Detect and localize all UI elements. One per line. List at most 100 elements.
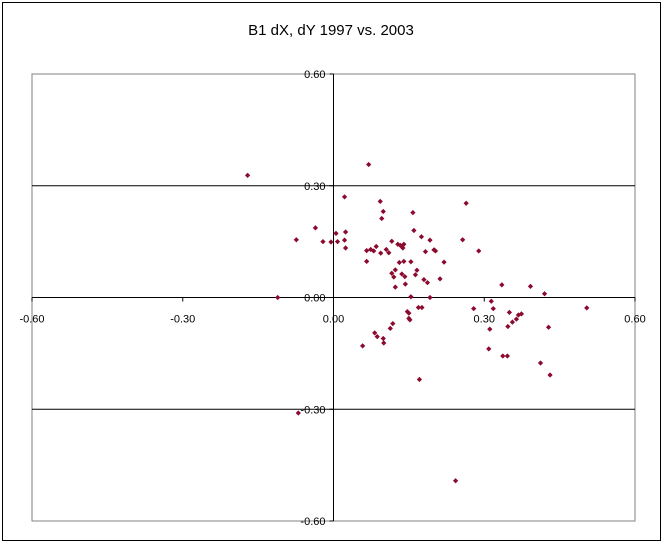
data-point: [378, 250, 384, 256]
data-point: [341, 237, 348, 243]
data-point: [387, 325, 393, 332]
data-point: [392, 267, 398, 273]
y-tick-label: -0.60: [300, 516, 325, 528]
data-point: [476, 248, 482, 254]
data-point: [411, 227, 417, 234]
y-tick-label: 0.60: [304, 69, 325, 81]
data-point: [333, 230, 339, 237]
data-point: [360, 343, 366, 349]
data-point: [342, 229, 349, 235]
data-point: [402, 274, 408, 280]
data-point: [419, 304, 425, 311]
data-point: [402, 281, 408, 287]
data-point: [518, 311, 525, 317]
data-point: [275, 294, 281, 301]
data-point: [400, 245, 406, 251]
data-point: [390, 320, 396, 327]
data-point: [386, 250, 392, 256]
data-point: [391, 274, 397, 280]
data-point: [401, 241, 407, 247]
data-point: [432, 248, 439, 254]
data-point: [421, 276, 427, 283]
data-point: [406, 310, 412, 316]
data-point: [408, 294, 414, 300]
data-point: [380, 335, 386, 342]
data-point: [295, 410, 301, 416]
data-point: [293, 237, 299, 243]
y-tick-label: 0.30: [304, 181, 325, 193]
data-point: [415, 304, 422, 311]
data-point: [328, 239, 334, 245]
data-point: [545, 324, 552, 330]
data-point: [541, 291, 548, 297]
data-point: [500, 353, 506, 359]
data-point: [488, 298, 494, 304]
y-tick-label: -0.30: [300, 404, 325, 416]
data-point: [312, 225, 319, 231]
axes: [31, 73, 636, 522]
data-point: [471, 306, 477, 312]
data-point: [389, 238, 395, 244]
data-point: [505, 323, 511, 330]
data-point: [364, 258, 370, 264]
data-point: [407, 317, 413, 323]
x-tick-label: 0.60: [624, 314, 645, 326]
data-point: [372, 330, 378, 336]
data-point: [527, 283, 534, 289]
tick-labels: -0.60 -0.30 0.00 0.30 0.60 0.60 0.30 0.00 -0.30 -…: [19, 69, 645, 528]
data-point: [427, 294, 433, 301]
data-point: [342, 245, 349, 251]
chart-title: B1 dX, dY 1997 vs. 2003: [248, 22, 414, 39]
data-point: [396, 259, 402, 266]
data-point: [463, 200, 469, 206]
data-point: [383, 246, 389, 253]
data-point: [410, 209, 416, 216]
data-point: [537, 360, 544, 366]
data-point: [499, 282, 505, 288]
data-point: [424, 279, 431, 286]
data-point: [506, 309, 512, 316]
data-point: [377, 198, 383, 205]
data-point: [379, 215, 385, 222]
data-point: [584, 305, 590, 311]
data-point: [381, 340, 387, 346]
data-point: [392, 284, 398, 290]
data-point: [414, 267, 420, 273]
data-point: [490, 306, 496, 312]
data-point: [320, 239, 326, 245]
data-point: [374, 333, 380, 340]
data-point: [371, 248, 377, 254]
data-points: [244, 161, 590, 484]
data-point: [418, 234, 425, 240]
data-point: [334, 239, 341, 245]
data-point: [416, 376, 423, 383]
data-point: [408, 259, 414, 265]
data-point: [504, 353, 510, 359]
data-point: [547, 372, 553, 378]
y-tick-label: 0.00: [304, 293, 325, 305]
data-point: [441, 259, 447, 265]
data-point: [401, 258, 407, 264]
data-point: [412, 272, 419, 278]
data-point: [422, 249, 429, 255]
data-point: [513, 316, 520, 322]
data-point: [373, 243, 379, 250]
data-point: [380, 208, 386, 215]
x-tick-label: -0.30: [170, 314, 195, 326]
data-point: [389, 270, 395, 276]
data-point: [509, 319, 516, 325]
x-tick-label: 0.00: [323, 314, 344, 326]
data-point: [427, 237, 433, 243]
data-point: [452, 478, 459, 484]
data-point: [341, 194, 348, 200]
x-tick-label: 0.30: [474, 314, 495, 326]
x-tick-label: -0.60: [19, 314, 44, 326]
scatter-chart: B1 dX, dY 1997 vs. 2003 -0.60 -0.30 0.00 0.…: [19, 22, 645, 528]
data-point: [364, 247, 370, 254]
data-point: [399, 271, 405, 277]
data-point: [487, 326, 493, 332]
data-point: [244, 172, 251, 178]
data-point: [460, 237, 466, 243]
data-point: [437, 276, 443, 282]
